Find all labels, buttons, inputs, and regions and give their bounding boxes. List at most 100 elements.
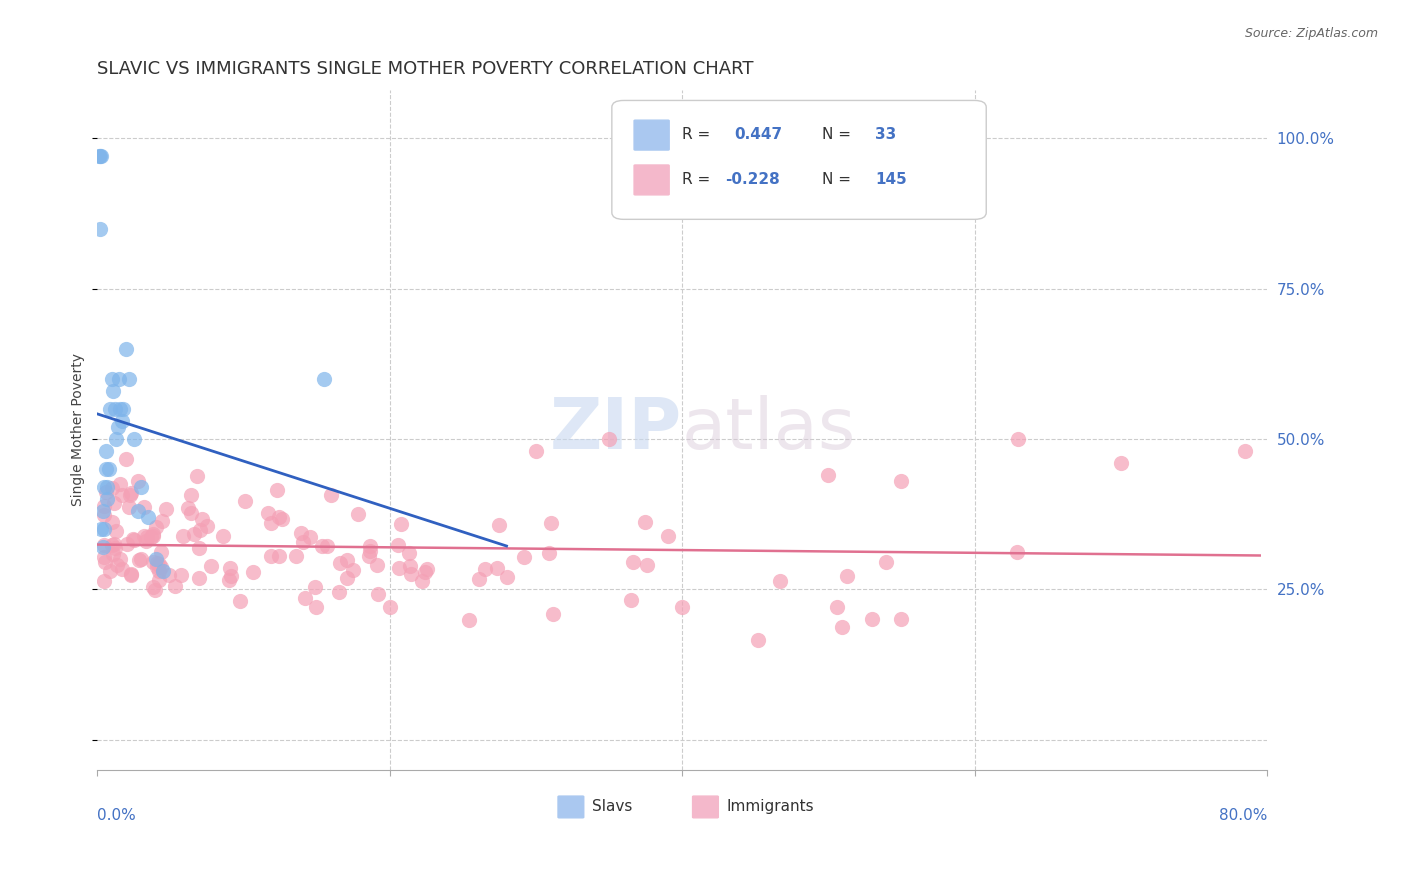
Point: [105, 432, 128, 446]
Point: [212, 529, 235, 543]
Point: [817, 468, 839, 483]
Point: [388, 561, 411, 575]
Point: [98, 401, 121, 416]
Point: [312, 372, 335, 386]
Point: [93, 508, 115, 522]
Point: [122, 533, 145, 547]
Point: [118, 488, 141, 502]
Point: [105, 558, 128, 572]
Point: [103, 495, 125, 509]
Point: [890, 612, 912, 626]
Text: ZIP: ZIP: [550, 395, 682, 465]
Point: [366, 558, 388, 572]
Point: [413, 565, 436, 579]
Point: [93, 538, 115, 552]
Point: [620, 593, 643, 607]
Point: [87, 149, 110, 163]
Point: [316, 540, 339, 554]
Point: [163, 579, 186, 593]
Point: [292, 535, 315, 549]
Point: [89, 149, 111, 163]
Point: [411, 574, 433, 588]
Point: [127, 504, 149, 518]
Text: 145: 145: [875, 172, 907, 187]
Point: [150, 514, 173, 528]
Point: [118, 500, 141, 514]
Point: [129, 480, 152, 494]
Point: [103, 547, 125, 561]
Point: [378, 600, 401, 615]
Point: [1234, 444, 1257, 458]
Point: [188, 571, 211, 585]
Point: [111, 414, 134, 428]
Point: [117, 537, 139, 551]
Point: [101, 482, 124, 496]
Point: [269, 549, 291, 564]
Point: [134, 528, 156, 542]
Point: [108, 477, 131, 491]
Point: [93, 549, 115, 564]
Point: [115, 452, 138, 467]
Point: [200, 559, 222, 574]
Point: [259, 549, 281, 563]
Point: [90, 522, 112, 536]
Point: [135, 534, 157, 549]
Point: [769, 574, 792, 588]
Point: [93, 499, 115, 513]
Point: [188, 523, 211, 537]
Point: [103, 536, 125, 550]
Point: [139, 530, 162, 544]
Point: [145, 583, 167, 598]
Point: [148, 564, 170, 578]
Point: [399, 566, 422, 581]
Point: [266, 483, 288, 497]
Point: [541, 607, 564, 621]
Point: [89, 221, 111, 235]
Point: [91, 540, 114, 554]
Point: [1109, 456, 1132, 470]
Point: [157, 567, 180, 582]
Point: [825, 600, 848, 615]
Point: [93, 574, 115, 589]
Point: [290, 526, 312, 541]
Point: [321, 488, 343, 502]
Point: [416, 562, 439, 576]
Point: [90, 149, 112, 163]
Point: [108, 372, 131, 386]
Point: [172, 529, 194, 543]
Point: [485, 561, 508, 575]
Point: [96, 480, 118, 494]
FancyBboxPatch shape: [558, 796, 583, 818]
Point: [229, 593, 252, 607]
Point: [831, 620, 853, 634]
Point: [142, 556, 165, 570]
Point: [474, 561, 496, 575]
Point: [458, 613, 481, 627]
Point: [142, 529, 165, 543]
Point: [122, 533, 145, 547]
Point: [104, 541, 127, 555]
Point: [127, 474, 149, 488]
Point: [150, 545, 173, 559]
Point: [152, 564, 174, 578]
Point: [94, 444, 117, 458]
Point: [132, 500, 155, 514]
Point: [145, 519, 167, 533]
Point: [835, 569, 858, 583]
Point: [242, 565, 264, 579]
Point: [311, 539, 333, 553]
Point: [488, 517, 510, 532]
Point: [524, 444, 547, 458]
Point: [186, 469, 208, 483]
Point: [142, 526, 165, 541]
Point: [101, 384, 124, 398]
Point: [170, 568, 193, 582]
Point: [540, 516, 562, 531]
Point: [107, 420, 129, 434]
Text: R =: R =: [682, 127, 710, 142]
Point: [634, 515, 657, 529]
Point: [145, 552, 167, 566]
Point: [387, 538, 409, 552]
Point: [336, 571, 359, 585]
FancyBboxPatch shape: [634, 120, 669, 150]
